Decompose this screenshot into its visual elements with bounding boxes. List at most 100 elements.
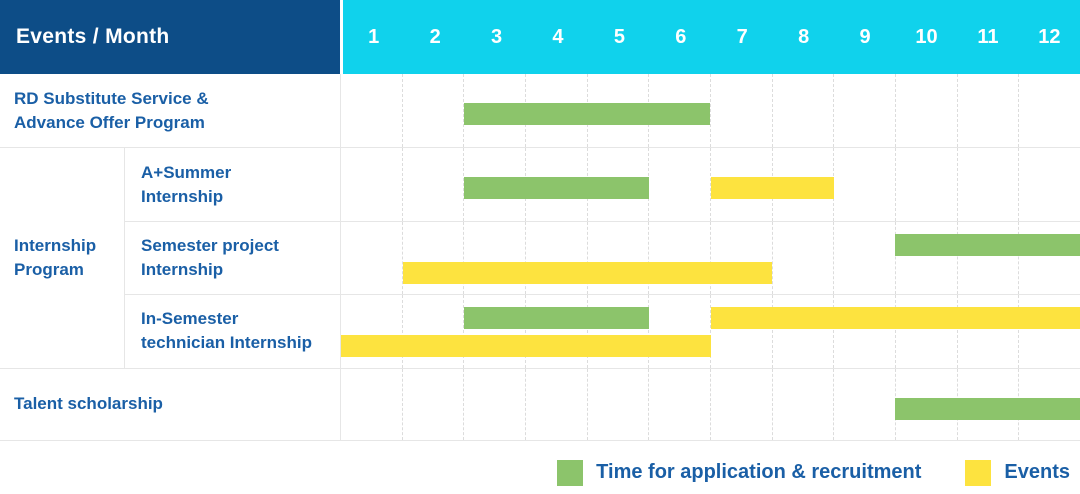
month-gridline-cell [833, 148, 895, 221]
chart-row-talent-scholarship [340, 367, 1080, 441]
month-gridline-cell [771, 295, 834, 368]
month-gridline-cell [525, 295, 587, 368]
month-gridline-cell [895, 148, 957, 221]
legend: Time for application & recruitment Event… [0, 459, 1080, 486]
row-label-a-summer-internship: A+Summer Internship [124, 147, 340, 221]
month-header-6: 6 [675, 25, 687, 48]
month-header-2: 2 [429, 25, 441, 48]
month-gridline-cell [341, 222, 402, 294]
month-gridline-cell [401, 221, 464, 295]
month-gridline-cell [710, 368, 772, 440]
row-label-line: Internship [141, 186, 224, 206]
month-gridline-cell [833, 368, 895, 440]
green-swatch-icon [557, 459, 584, 486]
month-header-4: 4 [552, 25, 564, 48]
month-header-8: 8 [798, 25, 810, 48]
month-gridline-cell [401, 368, 464, 440]
month-header-11: 11 [977, 25, 999, 48]
month-gridlines [341, 295, 1080, 368]
chart-row-a-summer-internship [340, 147, 1080, 221]
month-gridline-cell [401, 295, 464, 368]
month-gridline-cell [771, 368, 834, 440]
row-label-line: technician Internship [141, 333, 312, 353]
row-label-in-semester-technician-internship: In-Semester technician Internship [124, 294, 340, 368]
month-gridlines [341, 74, 1080, 148]
month-gridline-cell [525, 368, 587, 440]
row-label-line: A+Summer [141, 162, 232, 182]
month-gridline-cell [956, 295, 1019, 368]
month-gridline-cell [463, 148, 525, 221]
chart-row-semester-project-internship [340, 220, 1080, 295]
month-gridline-cell [463, 295, 525, 368]
month-gridline-cell [1018, 74, 1080, 148]
header-title: Events / Month [16, 25, 170, 48]
legend-item-events: Events [965, 459, 1070, 486]
in-semester-technician-internship-bar-green-m3-m5 [464, 307, 649, 330]
chart-row-rd-substitute-service [340, 74, 1080, 148]
group-label-line: Program [14, 259, 84, 279]
in-semester-technician-internship-bar-yellow-m1-m6 [341, 335, 711, 358]
header-title-cell: Events / Month [0, 0, 340, 74]
group-label-line: Internship [14, 235, 97, 255]
month-gridline-cell [463, 74, 525, 148]
month-header-row: 1 2 3 4 5 6 7 8 9 10 11 12 [340, 0, 1080, 74]
month-gridline-cell [648, 148, 710, 221]
a-summer-internship-bar-green-m3-m5 [464, 177, 649, 200]
month-gridline-cell [1018, 295, 1080, 368]
month-gridline-cell [833, 74, 895, 148]
talent-scholarship-bar-green-m10-m12 [895, 397, 1080, 420]
a-summer-internship-bar-yellow-m7-m8 [710, 177, 834, 200]
month-gridline-cell [956, 74, 1019, 148]
month-gridline-cell [833, 295, 895, 368]
yellow-swatch-icon [965, 459, 992, 486]
chart-row-in-semester-technician-internship [340, 294, 1080, 368]
legend-label: Time for application & recruitment [596, 461, 922, 484]
month-gridline-cell [771, 74, 834, 148]
row-label-talent-scholarship: Talent scholarship [0, 367, 340, 441]
row-label-semester-project-internship: Semester project Internship [124, 220, 340, 295]
month-gridline-cell [1018, 148, 1080, 221]
month-gridline-cell [710, 295, 772, 368]
month-gridline-cell [710, 74, 772, 148]
month-header-12: 12 [1038, 25, 1061, 48]
month-gridline-cell [895, 221, 957, 295]
legend-item-application-recruitment: Time for application & recruitment [557, 459, 922, 486]
month-gridline-cell [771, 221, 834, 295]
row-label-line: Advance Offer Program [14, 112, 205, 132]
semester-project-internship-bar-yellow-m2-m7 [402, 261, 773, 284]
row-label-line: In-Semester [141, 309, 239, 329]
month-gridline-cell [833, 221, 895, 295]
semester-project-internship-bar-green-m10-m12 [895, 233, 1080, 256]
month-header-1: 1 [368, 25, 380, 48]
month-gridline-cell [710, 221, 772, 295]
month-header-3: 3 [490, 25, 503, 48]
month-gridline-cell [1018, 221, 1080, 295]
month-gridline-cell [586, 295, 649, 368]
month-gridline-cell [895, 74, 957, 148]
month-gridline-cell [463, 368, 525, 440]
month-gridline-cell [525, 221, 587, 295]
row-label-line: Internship [141, 259, 224, 279]
row-label-line: Talent scholarship [14, 394, 163, 414]
row-label-line: RD Substitute Service & [14, 88, 209, 108]
month-gridline-cell [956, 221, 1019, 295]
month-gridline-cell [401, 148, 464, 221]
month-gridline-cell [401, 74, 464, 148]
month-gridline-cell [586, 368, 649, 440]
month-gridline-cell [648, 295, 710, 368]
gantt-table: Events / Month 1 2 3 4 5 6 7 8 9 10 11 12 RD Substi… [0, 0, 1080, 441]
month-header-9: 9 [859, 25, 871, 48]
row-label-rd-substitute-service: RD Substitute Service & Advance Offer Pr… [0, 74, 340, 147]
month-gridline-cell [463, 221, 525, 295]
month-gridline-cell [341, 148, 402, 220]
in-semester-technician-internship-bar-yellow-m7-m12 [710, 307, 1080, 330]
month-gridline-cell [586, 221, 649, 295]
month-header-7: 7 [736, 25, 748, 48]
month-gridline-cell [648, 221, 710, 295]
month-gridline-cell [648, 368, 710, 440]
legend-label: Events [1004, 461, 1070, 484]
month-header-10: 10 [915, 25, 938, 48]
rd-substitute-service-bar-green-m3-m6 [464, 103, 711, 125]
month-gridline-cell [956, 148, 1019, 221]
